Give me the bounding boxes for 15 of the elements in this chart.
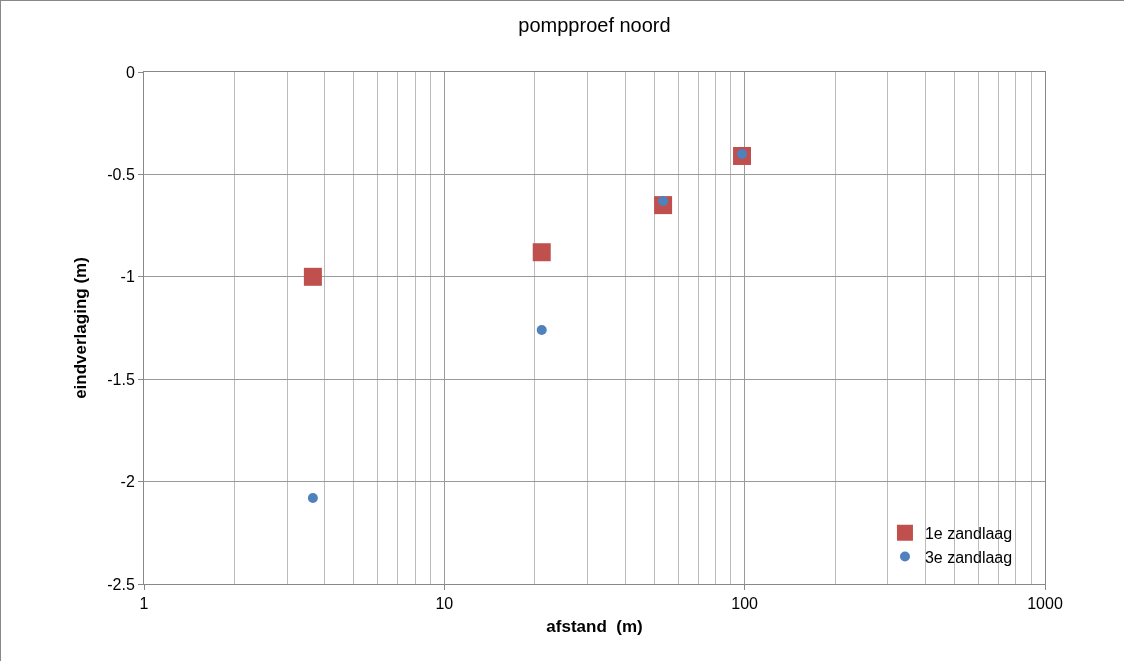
y-tick-label: -2 xyxy=(120,473,135,491)
x-tick-label: 1 xyxy=(139,595,149,613)
x-tick-label: 10 xyxy=(435,595,454,613)
x-tick-label: 100 xyxy=(731,595,759,613)
legend-label: 3e zandlaag xyxy=(924,548,1013,566)
y-tick-label: 0 xyxy=(125,63,135,81)
chart-title: pompproef noord xyxy=(518,13,671,36)
x-tick-label: 1000 xyxy=(1027,595,1063,613)
y-tick-label: -0.5 xyxy=(107,166,135,183)
legend-label: 1e zandlaag xyxy=(924,524,1013,542)
y-tick-label: -1 xyxy=(120,268,135,286)
x-axis-title: afstand (m) xyxy=(546,616,643,636)
y-tick-label: -2.5 xyxy=(107,575,135,593)
y-tick-label: -1.5 xyxy=(107,370,135,388)
y-axis-title: eindverlaging (m) xyxy=(70,257,90,399)
